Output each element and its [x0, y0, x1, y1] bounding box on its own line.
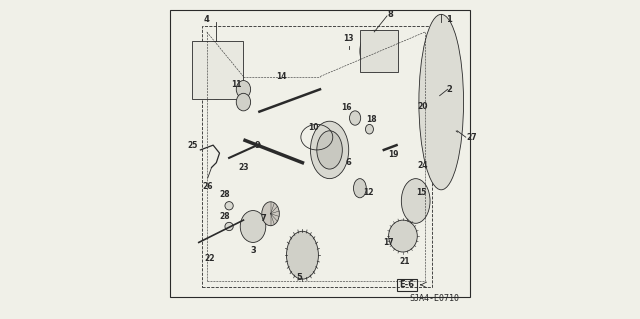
Ellipse shape — [196, 41, 237, 99]
Text: SJA4-E0710: SJA4-E0710 — [410, 294, 460, 303]
Ellipse shape — [317, 131, 342, 169]
Text: 19: 19 — [388, 150, 399, 159]
Ellipse shape — [236, 93, 251, 111]
Text: 12: 12 — [363, 189, 374, 197]
Text: 17: 17 — [383, 238, 394, 247]
Text: 28: 28 — [219, 190, 230, 199]
Ellipse shape — [287, 231, 319, 279]
Text: 5: 5 — [296, 273, 302, 282]
Text: 11: 11 — [231, 80, 242, 89]
Ellipse shape — [349, 111, 361, 125]
Text: 14: 14 — [276, 72, 287, 81]
Circle shape — [225, 202, 233, 210]
Ellipse shape — [353, 179, 366, 198]
Text: 1: 1 — [446, 15, 452, 24]
Text: 10: 10 — [308, 123, 319, 132]
Ellipse shape — [388, 220, 417, 252]
Text: 27: 27 — [467, 133, 477, 142]
Text: 24: 24 — [417, 161, 428, 170]
Text: 16: 16 — [341, 103, 352, 112]
Text: E-6: E-6 — [399, 280, 415, 289]
Text: 4: 4 — [204, 15, 210, 24]
Text: 25: 25 — [188, 141, 198, 150]
Text: 7: 7 — [260, 214, 266, 223]
Ellipse shape — [401, 179, 430, 223]
Ellipse shape — [360, 30, 388, 72]
Bar — [397, 279, 417, 291]
Text: 23: 23 — [238, 163, 249, 172]
Text: 8: 8 — [387, 10, 393, 19]
Ellipse shape — [205, 54, 227, 86]
Ellipse shape — [236, 81, 251, 98]
Ellipse shape — [262, 202, 279, 226]
Text: 3: 3 — [250, 246, 256, 255]
Ellipse shape — [365, 124, 373, 134]
Text: 13: 13 — [344, 34, 354, 43]
Text: 2: 2 — [446, 85, 452, 94]
Circle shape — [225, 222, 233, 231]
Bar — [202, 26, 431, 287]
Bar — [360, 30, 398, 72]
Text: 28: 28 — [219, 212, 230, 221]
Text: 22: 22 — [205, 254, 215, 263]
Text: 20: 20 — [417, 102, 428, 111]
Ellipse shape — [240, 211, 266, 242]
Bar — [193, 41, 243, 99]
Text: 15: 15 — [416, 189, 426, 197]
Text: 18: 18 — [365, 115, 376, 124]
Text: 9: 9 — [255, 141, 260, 150]
Text: 6: 6 — [346, 158, 351, 167]
Text: 21: 21 — [399, 257, 410, 266]
Text: 26: 26 — [202, 182, 213, 191]
Ellipse shape — [419, 14, 463, 190]
Ellipse shape — [310, 121, 349, 179]
